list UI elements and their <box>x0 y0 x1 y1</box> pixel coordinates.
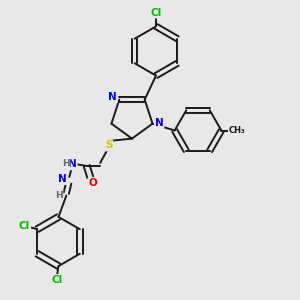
Text: Cl: Cl <box>150 8 162 18</box>
Text: O: O <box>88 178 97 188</box>
Text: H: H <box>55 190 63 200</box>
Text: H: H <box>62 159 70 168</box>
Text: Cl: Cl <box>51 275 63 285</box>
Text: N: N <box>68 159 77 170</box>
Text: S: S <box>105 140 112 151</box>
Text: Cl: Cl <box>19 220 30 231</box>
Text: N: N <box>108 92 117 102</box>
Text: CH₃: CH₃ <box>229 126 245 135</box>
Text: N: N <box>155 118 164 128</box>
Text: N: N <box>58 174 67 184</box>
